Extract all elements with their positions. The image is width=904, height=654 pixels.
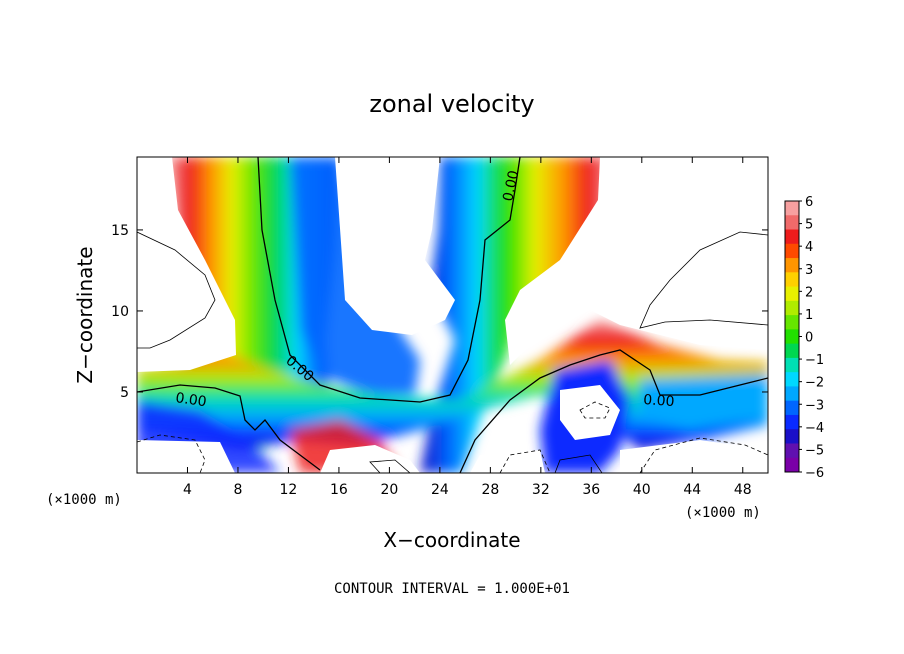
colorbar-swatch (785, 357, 799, 373)
colorbar-swatch (785, 201, 799, 216)
x-tick-label: 40 (633, 482, 651, 498)
colorbar-swatch (785, 429, 799, 444)
colorbar-swatch (785, 457, 799, 473)
colorbar: 6 5 4 3 2 1 0 −1 −2 −3 −4 −5 −6 (784, 195, 824, 481)
colorbar-swatch (785, 272, 799, 288)
colorbar-tick-label: 4 (805, 240, 813, 255)
contour-label-1: 0.00 (174, 390, 207, 410)
x-tick-label: 32 (532, 482, 550, 498)
colorbar-tick-label: −2 (805, 376, 824, 391)
heatmap-field (137, 157, 768, 473)
colorbar-tick-label: 0 (805, 331, 813, 346)
x-tick-label: 28 (481, 482, 499, 498)
chart-title: zonal velocity (369, 90, 534, 118)
colorbar-swatch (785, 215, 799, 231)
x-tick-label: 36 (582, 482, 600, 498)
colorbar-tick-label: −1 (805, 353, 824, 368)
colorbar-tick-label: 1 (805, 308, 813, 323)
colorbar-swatch (785, 286, 799, 302)
colorbar-swatch (785, 258, 799, 273)
x-tick-label: 12 (280, 482, 298, 498)
colorbar-swatch (785, 400, 799, 416)
colorbar-swatch (785, 414, 799, 430)
y-tick-label: 15 (111, 223, 129, 239)
y-ticks: 5 10 15 (111, 223, 768, 401)
contour-interval-note: CONTOUR INTERVAL = 1.000E+01 (334, 581, 570, 597)
x-tick-label: 24 (431, 482, 449, 498)
x-tick-label: 8 (233, 482, 242, 498)
x-unit-left: (×1000 m) (46, 492, 122, 508)
colorbar-tick-label: 2 (805, 285, 813, 300)
plot-frame (136, 156, 769, 474)
x-unit-right: (×1000 m) (685, 505, 761, 521)
colorbar-tick-label: 5 (805, 218, 813, 233)
colorbar-swatch (785, 315, 799, 330)
colorbar-swatch (785, 300, 799, 316)
x-tick-label: 44 (683, 482, 701, 498)
y-axis-label: Z−coordinate (73, 246, 97, 383)
colorbar-swatch (785, 386, 799, 402)
x-tick-label: 4 (183, 482, 192, 498)
colorbar-swatch (785, 243, 799, 259)
x-tick-label: 48 (734, 482, 752, 498)
colorbar-swatch (785, 343, 799, 359)
colorbar-tick-label: 3 (805, 263, 813, 278)
colorbar-swatch (785, 443, 799, 459)
colorbar-swatch (785, 329, 799, 345)
colorbar-swatch (785, 372, 799, 387)
contour-label-4: 0.00 (643, 392, 675, 410)
colorbar-tick-label: −3 (805, 398, 824, 413)
x-axis-label: X−coordinate (383, 528, 520, 552)
colorbar-tick-label: −5 (805, 443, 824, 458)
colorbar-tick-label: −6 (805, 466, 824, 481)
x-tick-label: 20 (380, 482, 398, 498)
contour-label-3: 0.00 (500, 169, 522, 203)
y-tick-label: 10 (111, 304, 129, 320)
colorbar-swatch (785, 229, 799, 245)
colorbar-tick-label: −4 (805, 421, 824, 436)
y-tick-label: 5 (120, 385, 129, 401)
colorbar-tick-label: 6 (805, 195, 813, 210)
x-ticks: 4 8 12 16 20 24 28 32 36 40 44 48 (183, 157, 752, 498)
x-tick-label: 16 (330, 482, 348, 498)
